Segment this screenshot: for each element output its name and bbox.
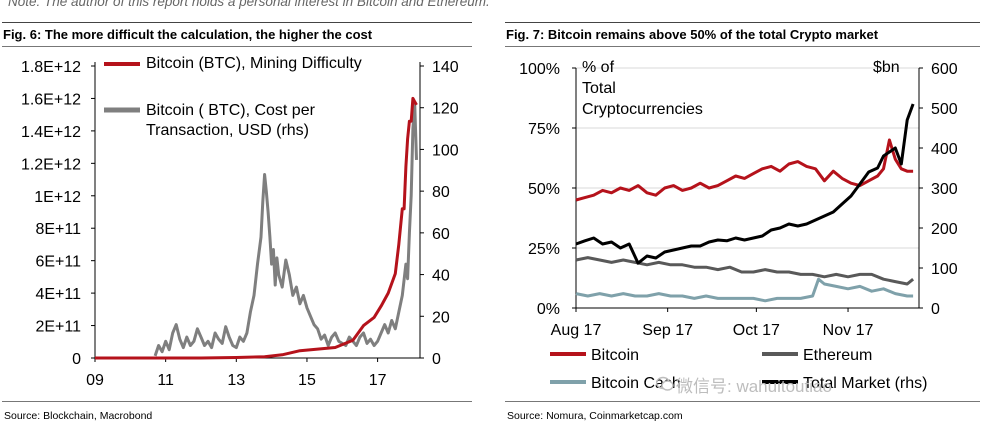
fig6-left-tick-label: 0 bbox=[72, 351, 81, 368]
fig7-right-axis-title: $bn bbox=[873, 59, 900, 76]
fig6-x-tick-label: 15 bbox=[298, 372, 316, 389]
fig6-legend-label-difficulty: Bitcoin (BTC), Mining Difficulty bbox=[146, 55, 362, 72]
fig7-right-tick-label: 500 bbox=[931, 101, 958, 118]
fig6-right-tick-label: 140 bbox=[432, 59, 459, 76]
fig6-bottom-rule bbox=[2, 401, 472, 402]
fig6-source: Source: Blockchain, Macrobond bbox=[4, 410, 152, 422]
fig6-left-tick-label: 1.8E+12 bbox=[21, 59, 81, 76]
fig6-left-tick-label: 6E+11 bbox=[35, 254, 81, 271]
fig6-x-tick-label: 17 bbox=[369, 372, 387, 389]
fig6-left-tick-label: 1.6E+12 bbox=[21, 91, 81, 108]
fig7-right-tick-label: 200 bbox=[931, 221, 958, 238]
fig6-title: Fig. 6: The more difficult the calculati… bbox=[3, 27, 372, 42]
fig7-x-tick-label: Nov 17 bbox=[823, 322, 874, 339]
fig6-left-tick-label: 4E+11 bbox=[35, 286, 81, 303]
fig6-x-tick-label: 09 bbox=[86, 372, 104, 389]
fig7-title-rule bbox=[505, 46, 980, 47]
fig7-series-ethereum bbox=[576, 258, 913, 284]
fig7-left-tick-label: 25% bbox=[528, 241, 560, 258]
fig6-x-tick-label: 11 bbox=[157, 372, 174, 389]
fig7-chart: 0% 25% 50% 75% 100% 0 100 200 300 400 500 600 Aug 17… bbox=[500, 48, 985, 398]
fig7-right-tick-label: 100 bbox=[931, 261, 958, 278]
fig6-right-tick-label: 0 bbox=[432, 351, 441, 368]
wechat-icon bbox=[656, 376, 674, 392]
fig7-title: Fig. 7: Bitcoin remains above 50% of the… bbox=[506, 27, 878, 42]
fig7-x-tick-label: Aug 17 bbox=[551, 322, 602, 339]
fig6-chart: 0 2E+11 4E+11 6E+11 8E+11 1E+12 1.2E+12 1.4E+12… bbox=[0, 48, 478, 398]
fig6-left-tick-label: 2E+11 bbox=[35, 319, 81, 336]
fig7-series-bitcoin-cash bbox=[576, 279, 913, 301]
fig7-source: Source: Nomura, Coinmarketcap.com bbox=[507, 410, 683, 422]
fig7-right-tick-label: 600 bbox=[931, 61, 958, 78]
fig7-x-tick-label: Sep 17 bbox=[642, 322, 693, 339]
fig6-left-tick-label: 1.2E+12 bbox=[21, 156, 81, 173]
fig7-legend-label-ethereum: Ethereum bbox=[803, 347, 872, 364]
fig7-left-tick-label: 0% bbox=[537, 301, 560, 318]
fig6-left-tick-label: 8E+11 bbox=[35, 221, 81, 238]
fig6-top-rule bbox=[2, 22, 472, 23]
fig6-right-tick-label: 120 bbox=[432, 101, 459, 118]
fig7-legend-label-bitcoin: Bitcoin bbox=[591, 347, 639, 364]
fig7-right-tick-label: 300 bbox=[931, 181, 958, 198]
fig7-x-tick-label: Oct 17 bbox=[733, 322, 780, 339]
fig6-right-tick-label: 80 bbox=[432, 184, 450, 201]
fig6-title-rule bbox=[2, 46, 472, 47]
fig6-x-tick-label: 13 bbox=[227, 372, 245, 389]
fig6-right-tick-label: 60 bbox=[432, 226, 450, 243]
fig7-left-tick-label: 100% bbox=[519, 61, 560, 78]
fig6-right-tick-label: 40 bbox=[432, 268, 450, 285]
fig6-left-tick-label: 1E+12 bbox=[34, 189, 81, 206]
fig7-series-bitcoin bbox=[576, 140, 913, 200]
fig6-left-tick-label: 1.4E+12 bbox=[21, 124, 81, 141]
fig7-bottom-rule bbox=[505, 401, 980, 402]
fig7-right-tick-label: 0 bbox=[931, 301, 940, 318]
fig6-right-tick-label: 20 bbox=[432, 309, 450, 326]
watermark-text: 微信号: wahuitoutiao bbox=[676, 372, 832, 397]
fig6-legend-label-cost: Bitcoin ( BTC), Cost per Transaction, USD… bbox=[146, 102, 316, 139]
fig7-top-rule bbox=[505, 22, 980, 23]
fig7-left-tick-label: 50% bbox=[528, 181, 560, 198]
fig7-left-tick-label: 75% bbox=[528, 121, 560, 138]
report-note: Note: The author of this report holds a … bbox=[8, 0, 490, 9]
fig6-series-cost-per-transaction bbox=[155, 104, 416, 356]
fig7-right-tick-label: 400 bbox=[931, 141, 958, 158]
fig6-right-tick-label: 100 bbox=[432, 142, 459, 159]
